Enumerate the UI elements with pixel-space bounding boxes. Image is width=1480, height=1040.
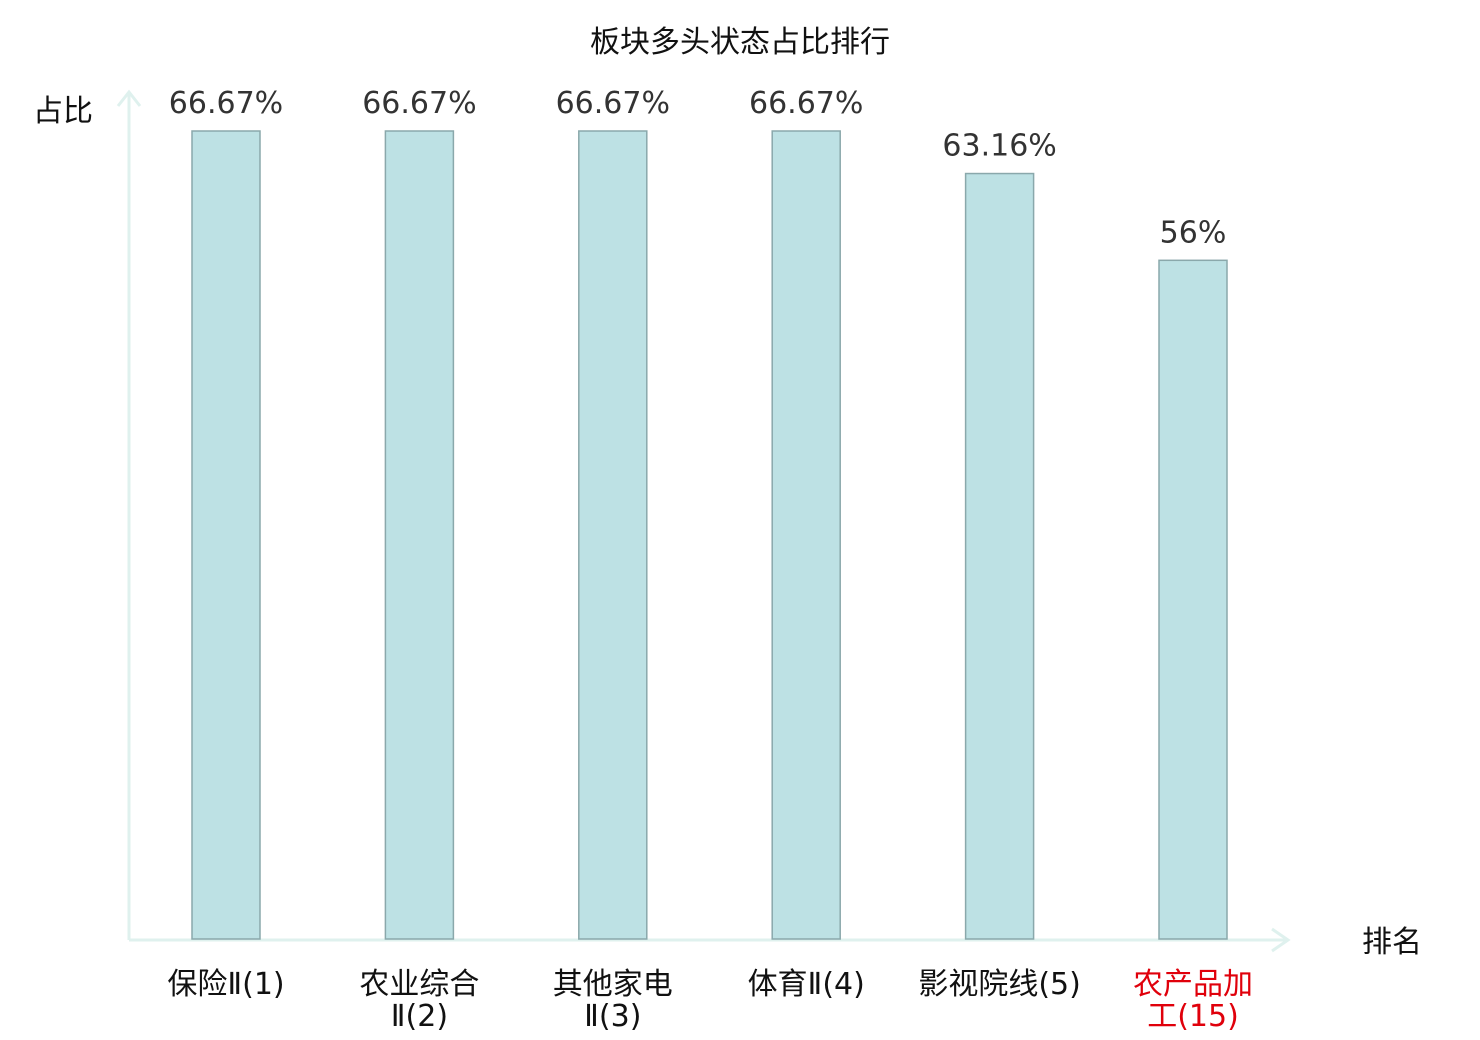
category-label-3: 其他家电 <box>553 967 673 1002</box>
value-labels-group: 66.67% 66.67% 66.67% 66.67% 63.16% 56% <box>169 86 1227 250</box>
category-label-5: 影视院线(5) <box>918 967 1081 1002</box>
x-axis <box>129 927 1291 953</box>
bar-6 <box>1158 259 1228 940</box>
y-axis-label: 占比 <box>33 94 93 129</box>
value-label-3: 66.67% <box>556 86 670 121</box>
category-label-3-line2: Ⅱ(3) <box>584 999 641 1034</box>
category-label-6-line2: 工(15) <box>1147 999 1239 1034</box>
bar-1 <box>191 130 261 940</box>
x-axis-label: 排名 <box>1362 925 1422 960</box>
value-label-6: 56% <box>1160 215 1227 250</box>
bar-2 <box>384 130 455 940</box>
value-label-5: 63.16% <box>942 129 1056 164</box>
chart-title: 板块多头状态占比排行 <box>590 25 890 60</box>
bar-5 <box>964 172 1035 940</box>
category-label-2-line2: Ⅱ(2) <box>391 999 448 1034</box>
category-label-2: 农业综合 <box>359 967 479 1002</box>
value-label-2: 66.67% <box>362 86 476 121</box>
category-label-1: 保险Ⅱ(1) <box>167 967 284 1002</box>
bar-4 <box>771 130 841 940</box>
category-label-6: 农产品加 <box>1133 967 1253 1002</box>
value-label-4: 66.67% <box>749 86 863 121</box>
bar-3 <box>578 130 648 940</box>
category-label-4: 体育Ⅱ(4) <box>748 967 865 1002</box>
value-label-1: 66.67% <box>169 86 283 121</box>
y-axis <box>116 89 142 940</box>
bars-group <box>191 130 1228 940</box>
